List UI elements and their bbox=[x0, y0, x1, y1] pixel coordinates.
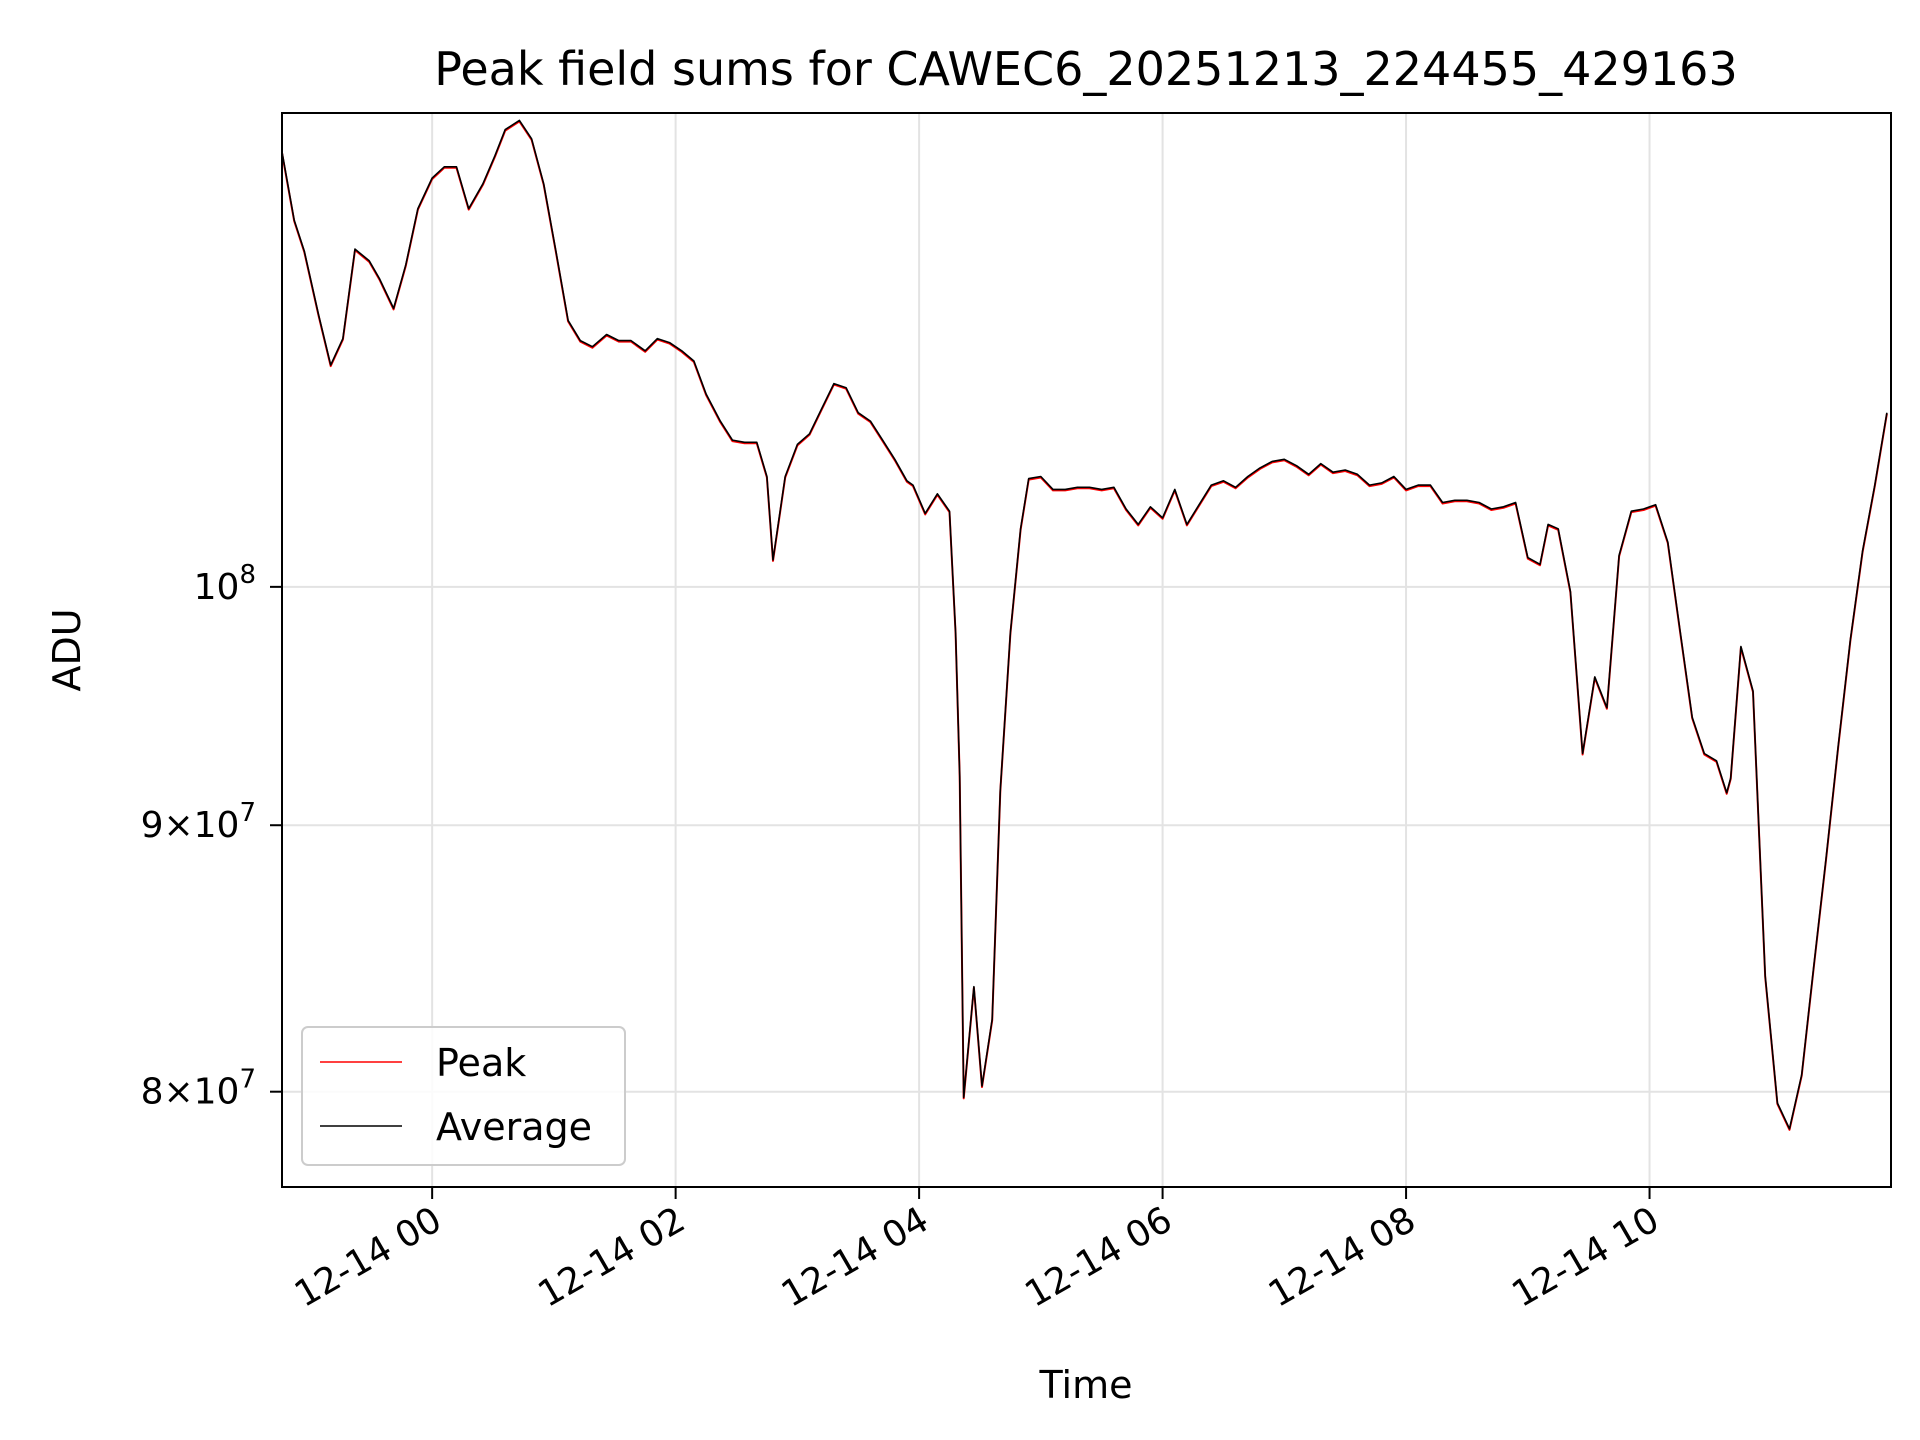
legend: Peak Average bbox=[301, 1026, 626, 1166]
plot-lines bbox=[281, 119, 1888, 1131]
y-tick-label: 8×107 bbox=[141, 1065, 256, 1113]
series-line-average bbox=[281, 119, 1888, 1130]
legend-label-average: Average bbox=[436, 1105, 592, 1149]
chart-title: Peak field sums for CAWEC6_20251213_2244… bbox=[434, 42, 1737, 96]
axes-frame bbox=[281, 112, 1892, 1188]
x-axis-label: Time bbox=[1039, 1363, 1133, 1407]
legend-label-peak: Peak bbox=[436, 1041, 526, 1085]
y-tick-label: 9×107 bbox=[141, 798, 256, 846]
grid bbox=[282, 113, 1891, 1187]
y-axis-label: ADU bbox=[45, 608, 89, 691]
